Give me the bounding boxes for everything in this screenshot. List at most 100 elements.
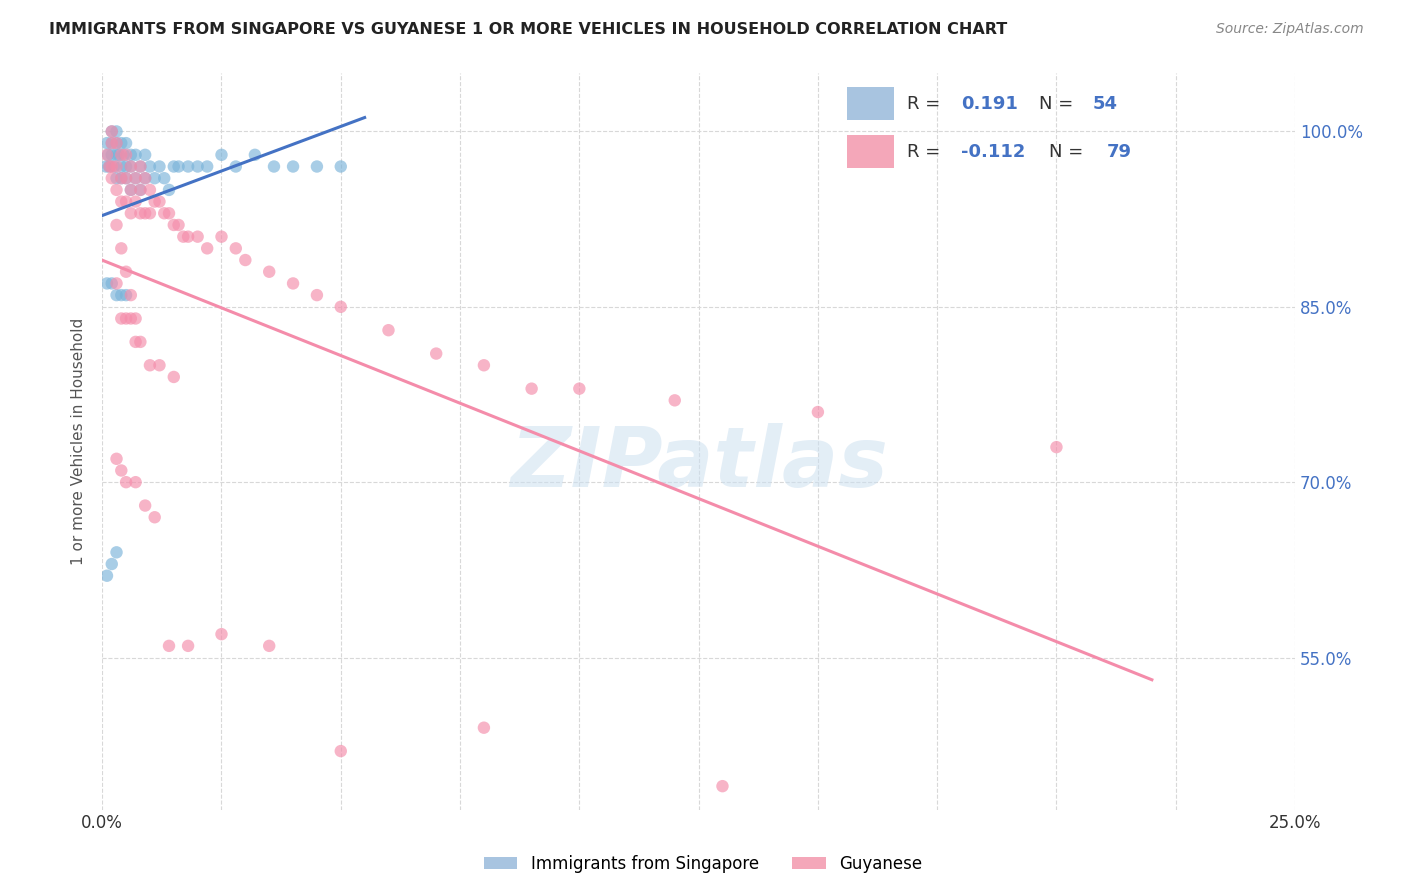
Point xyxy=(134,171,156,186)
Point xyxy=(108,148,131,162)
Point xyxy=(211,627,233,641)
Point xyxy=(807,405,830,419)
Point xyxy=(167,160,190,174)
Point xyxy=(281,160,304,174)
Point xyxy=(139,206,162,220)
Point xyxy=(225,160,247,174)
Point xyxy=(257,639,280,653)
Point xyxy=(115,148,138,162)
Point xyxy=(329,744,352,758)
Point xyxy=(105,545,128,559)
Point xyxy=(100,171,122,186)
Point xyxy=(425,346,447,360)
Point xyxy=(100,136,122,150)
Point xyxy=(100,148,122,162)
Point xyxy=(139,160,162,174)
Point xyxy=(281,277,304,291)
Point xyxy=(115,160,138,174)
Point xyxy=(134,148,156,162)
Point xyxy=(105,136,128,150)
Point xyxy=(100,124,122,138)
Point xyxy=(100,277,122,291)
Point xyxy=(243,148,266,162)
Point xyxy=(97,148,120,162)
Point xyxy=(139,183,162,197)
Point xyxy=(257,265,280,279)
Text: 79: 79 xyxy=(1107,143,1132,161)
Point xyxy=(105,124,128,138)
Point xyxy=(187,160,209,174)
Point xyxy=(472,358,495,372)
Point xyxy=(124,194,146,209)
Point xyxy=(105,148,128,162)
Point xyxy=(664,393,686,408)
Point xyxy=(120,311,142,326)
Point xyxy=(124,148,146,162)
Point xyxy=(124,334,146,349)
Point xyxy=(187,229,209,244)
Text: N =: N = xyxy=(1039,95,1078,112)
Point xyxy=(143,171,166,186)
Point xyxy=(153,206,176,220)
Point xyxy=(100,557,122,571)
Point xyxy=(115,194,138,209)
Point xyxy=(377,323,399,337)
Text: R =: R = xyxy=(907,143,946,161)
Point xyxy=(105,218,128,232)
FancyBboxPatch shape xyxy=(846,136,894,168)
Point xyxy=(1045,440,1067,454)
Point xyxy=(124,475,146,490)
Point xyxy=(134,499,156,513)
Point xyxy=(129,183,152,197)
Point xyxy=(177,639,200,653)
Point xyxy=(157,639,180,653)
Point xyxy=(129,183,152,197)
Point xyxy=(110,194,132,209)
Point xyxy=(134,171,156,186)
Point xyxy=(129,160,152,174)
Point xyxy=(120,160,142,174)
Point xyxy=(148,358,170,372)
Point xyxy=(96,568,118,582)
Point xyxy=(105,288,128,302)
Point xyxy=(110,171,132,186)
Point xyxy=(100,136,122,150)
Text: R =: R = xyxy=(907,95,946,112)
Point xyxy=(143,510,166,524)
Point xyxy=(472,721,495,735)
Point xyxy=(110,136,132,150)
Point xyxy=(129,160,152,174)
Point xyxy=(120,183,142,197)
Point xyxy=(94,160,117,174)
Point xyxy=(110,241,132,255)
Point xyxy=(115,171,138,186)
Point xyxy=(110,288,132,302)
Point xyxy=(163,160,186,174)
Text: ZIPatlas: ZIPatlas xyxy=(510,423,887,504)
Y-axis label: 1 or more Vehicles in Household: 1 or more Vehicles in Household xyxy=(72,318,86,565)
Point xyxy=(115,265,138,279)
Text: -0.112: -0.112 xyxy=(962,143,1026,161)
Point xyxy=(211,148,233,162)
Point xyxy=(120,183,142,197)
Point xyxy=(115,475,138,490)
Point xyxy=(568,382,591,396)
Point xyxy=(177,160,200,174)
Point xyxy=(120,160,142,174)
Point xyxy=(105,136,128,150)
Point xyxy=(110,463,132,477)
Point xyxy=(98,160,121,174)
Text: Source: ZipAtlas.com: Source: ZipAtlas.com xyxy=(1216,22,1364,37)
Point xyxy=(110,311,132,326)
Point xyxy=(305,160,328,174)
Point xyxy=(148,194,170,209)
Point xyxy=(100,124,122,138)
Point xyxy=(96,148,118,162)
Point xyxy=(134,206,156,220)
Point xyxy=(263,160,285,174)
Point xyxy=(163,370,186,384)
Text: 0.191: 0.191 xyxy=(962,95,1018,112)
Point xyxy=(711,779,734,793)
Point xyxy=(124,311,146,326)
Point xyxy=(148,160,170,174)
